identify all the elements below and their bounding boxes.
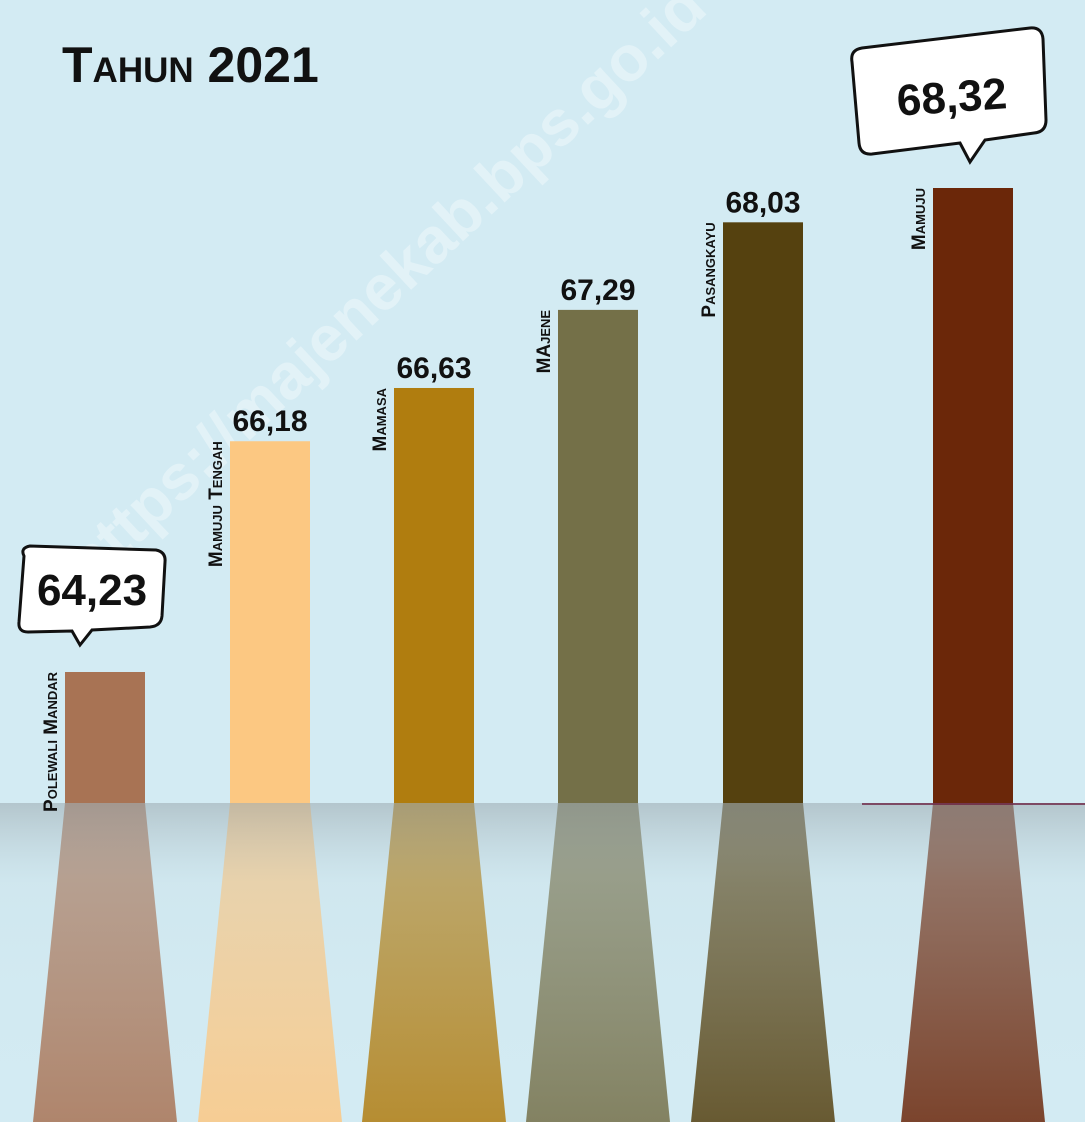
page: {"chart_data": {"type": "bar", "title": …	[0, 0, 1085, 1122]
bar	[723, 222, 803, 803]
category-label: MAjene	[534, 310, 555, 374]
category-label: Pasangkayu	[699, 222, 720, 317]
category-label: Mamuju	[909, 188, 930, 250]
bar	[230, 441, 310, 803]
value-label: 66,18	[232, 405, 307, 438]
category-label: Polewali Mandar	[41, 671, 62, 812]
chart-title: Tahun 2021	[62, 37, 319, 93]
value-label: 64,23	[37, 566, 147, 615]
bar	[933, 188, 1013, 803]
category-label: Mamasa	[370, 387, 391, 451]
value-label: 68,03	[725, 186, 800, 219]
category-label: Mamuju Tengah	[206, 441, 227, 567]
bar	[394, 388, 474, 803]
value-label: 68,32	[895, 69, 1008, 126]
chart: https://majenekab.bps.go.id Tahun 2021 P…	[0, 0, 1085, 1122]
value-label: 67,29	[560, 274, 635, 307]
floor-shade	[0, 803, 1085, 1122]
value-label: 66,63	[396, 352, 471, 385]
bar	[558, 310, 638, 803]
bar	[65, 672, 145, 803]
